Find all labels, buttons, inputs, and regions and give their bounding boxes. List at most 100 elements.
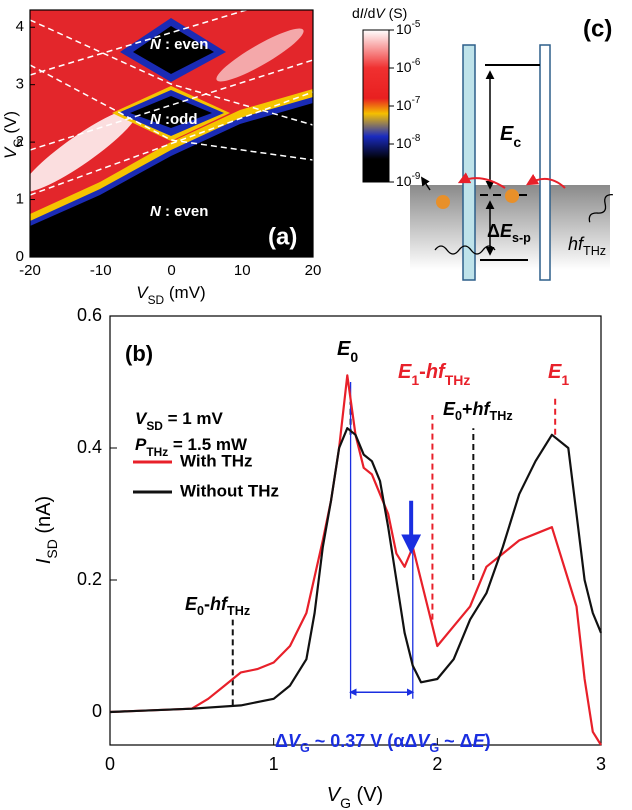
text-part: (V) bbox=[351, 784, 383, 806]
text-part: 1 bbox=[561, 372, 569, 388]
text-part: -9 bbox=[412, 171, 421, 182]
text-part: THz bbox=[583, 244, 606, 258]
text-part: Δ bbox=[487, 221, 500, 241]
colorbar-tick-label: 10-6 bbox=[396, 57, 421, 75]
y-tick-label: 0.4 bbox=[77, 437, 102, 457]
text-part: hf bbox=[210, 594, 229, 614]
x-tick-label: -20 bbox=[19, 262, 41, 279]
text-part: /d bbox=[364, 5, 376, 21]
text-part: Δ bbox=[404, 731, 417, 751]
text-part: s-p bbox=[512, 231, 531, 245]
y-axis-label: VG (V) bbox=[1, 111, 25, 159]
text-part: E bbox=[443, 399, 456, 419]
colorbar-tick-label: 10-7 bbox=[396, 95, 420, 113]
x-axis-label: VG (V) bbox=[327, 784, 383, 810]
text-part: P bbox=[135, 435, 147, 454]
x-tick-label: 0 bbox=[167, 262, 175, 279]
text-part: 10 bbox=[396, 97, 412, 113]
text-part: V bbox=[288, 731, 302, 751]
text-part: V bbox=[135, 409, 148, 428]
diagram-label: Ec bbox=[500, 123, 521, 149]
panel-label: (c) bbox=[583, 15, 612, 42]
text-part: N bbox=[150, 203, 162, 220]
y-tick-label: 0.6 bbox=[77, 305, 102, 325]
text-part: (nA) bbox=[33, 496, 55, 539]
legend-label: Without THz bbox=[180, 481, 279, 500]
y-axis-label: ISD (nA) bbox=[33, 496, 59, 564]
text-part: V bbox=[136, 283, 149, 302]
annotation: PTHz = 1.5 mW bbox=[135, 435, 248, 459]
text-part: 10 bbox=[396, 59, 412, 75]
y-tick-label: 0 bbox=[92, 701, 102, 721]
colorbar-tick-label: 10-8 bbox=[396, 133, 421, 151]
text-part: - bbox=[419, 361, 426, 383]
series-line bbox=[109, 374, 602, 746]
text-part: = 1.5 mW bbox=[168, 435, 248, 454]
text-part: THz bbox=[445, 372, 471, 388]
text-part: 1 bbox=[411, 372, 419, 388]
annotation: E1 bbox=[548, 361, 569, 387]
text-part: - bbox=[204, 594, 210, 614]
text-part: ~ bbox=[439, 731, 460, 751]
text-part: E bbox=[548, 361, 562, 383]
text-part: G bbox=[429, 741, 439, 755]
annotation: E1-hfTHz bbox=[398, 361, 470, 387]
text-part: Δ bbox=[275, 731, 288, 751]
text-part: -5 bbox=[412, 19, 421, 30]
text-part: SD bbox=[44, 539, 60, 558]
text-part: (V) bbox=[1, 111, 20, 138]
text-part: d bbox=[352, 5, 360, 21]
annotation: N : even bbox=[150, 203, 208, 220]
text-part: α bbox=[393, 731, 404, 751]
text-part: (S) bbox=[385, 5, 408, 21]
x-tick-label: 3 bbox=[596, 754, 606, 774]
panel-label: (b) bbox=[125, 341, 153, 366]
diagram-label: hfTHz bbox=[568, 234, 606, 259]
text-part: c bbox=[513, 134, 521, 150]
y-tick-label: 0 bbox=[16, 248, 24, 265]
colorbar bbox=[362, 29, 390, 183]
text-part: -7 bbox=[412, 95, 421, 106]
y-tick-label: 1 bbox=[16, 191, 24, 208]
annotation: N : even bbox=[150, 36, 208, 53]
text-part: E bbox=[337, 338, 351, 360]
y-tick-label: 4 bbox=[16, 18, 24, 35]
x-tick-label: 2 bbox=[432, 754, 442, 774]
x-tick-label: -10 bbox=[90, 262, 112, 279]
text-part: -8 bbox=[412, 133, 421, 144]
x-tick-label: 10 bbox=[234, 262, 251, 279]
text-part: E bbox=[500, 221, 513, 241]
diagram-label: ΔEs-p bbox=[487, 221, 531, 246]
x-tick-label: 1 bbox=[269, 754, 279, 774]
colorbar-tick-label: 10-9 bbox=[396, 171, 420, 189]
text-part: THz bbox=[146, 445, 168, 459]
colorbar-label: dI/dV (S) bbox=[352, 5, 407, 21]
plot-frame bbox=[109, 315, 602, 746]
legend-label: With THz bbox=[180, 451, 253, 470]
text-part: Δ bbox=[460, 731, 473, 751]
text-part: (mV) bbox=[164, 283, 206, 302]
text-part: E bbox=[500, 123, 514, 145]
text-part: E bbox=[185, 594, 198, 614]
text-part: G bbox=[300, 741, 310, 755]
text-part: THz bbox=[227, 604, 250, 618]
annotation: ΔVG ~ 0.37 V (αΔVG ~ ΔE) bbox=[275, 731, 491, 756]
y-tick-label: 0.2 bbox=[77, 569, 102, 589]
text-part: V bbox=[327, 784, 342, 806]
text-part: hf bbox=[426, 361, 447, 383]
text-part: I bbox=[360, 5, 364, 21]
annotation: N :odd bbox=[150, 111, 198, 128]
x-tick-label: 20 bbox=[305, 262, 322, 279]
text-part: : even bbox=[161, 36, 209, 53]
x-tick-label: 0 bbox=[105, 754, 115, 774]
colorbar-tick-label: 10-5 bbox=[396, 19, 421, 37]
y-tick-label: 2 bbox=[16, 133, 24, 150]
text-part: hf bbox=[568, 234, 585, 254]
heatmap-image bbox=[30, 10, 313, 257]
text-part: SD bbox=[146, 419, 163, 433]
energy-diagram bbox=[410, 44, 613, 281]
text-part: 0 bbox=[197, 604, 204, 618]
series-line bbox=[109, 427, 603, 714]
